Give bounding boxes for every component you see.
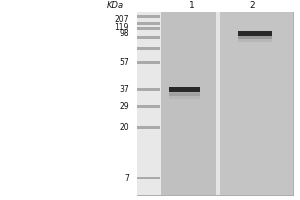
Bar xyxy=(136,12,292,195)
Bar xyxy=(160,12,216,195)
Bar xyxy=(169,92,200,96)
Bar xyxy=(169,87,200,92)
Bar xyxy=(137,177,160,179)
Text: 119: 119 xyxy=(115,23,129,32)
Bar xyxy=(169,93,200,99)
Text: 20: 20 xyxy=(119,123,129,132)
Bar xyxy=(137,105,160,108)
Text: 37: 37 xyxy=(119,85,129,94)
Bar xyxy=(238,36,272,39)
Bar xyxy=(137,27,160,30)
Text: 98: 98 xyxy=(119,29,129,38)
Bar xyxy=(238,31,272,36)
Bar xyxy=(137,22,160,25)
Text: 1: 1 xyxy=(189,1,195,10)
Bar xyxy=(137,61,160,64)
Bar xyxy=(136,12,160,195)
Bar xyxy=(137,36,160,39)
Bar xyxy=(220,12,292,195)
Bar xyxy=(216,12,220,195)
Bar xyxy=(238,36,272,42)
Text: 2: 2 xyxy=(249,1,255,10)
Text: 207: 207 xyxy=(115,15,129,24)
Text: 7: 7 xyxy=(124,174,129,183)
Text: 57: 57 xyxy=(119,58,129,67)
Bar xyxy=(137,88,160,91)
Text: 29: 29 xyxy=(119,102,129,111)
Text: KDa: KDa xyxy=(107,1,124,10)
Bar xyxy=(137,47,160,50)
Bar xyxy=(137,15,160,18)
Bar xyxy=(137,126,160,129)
